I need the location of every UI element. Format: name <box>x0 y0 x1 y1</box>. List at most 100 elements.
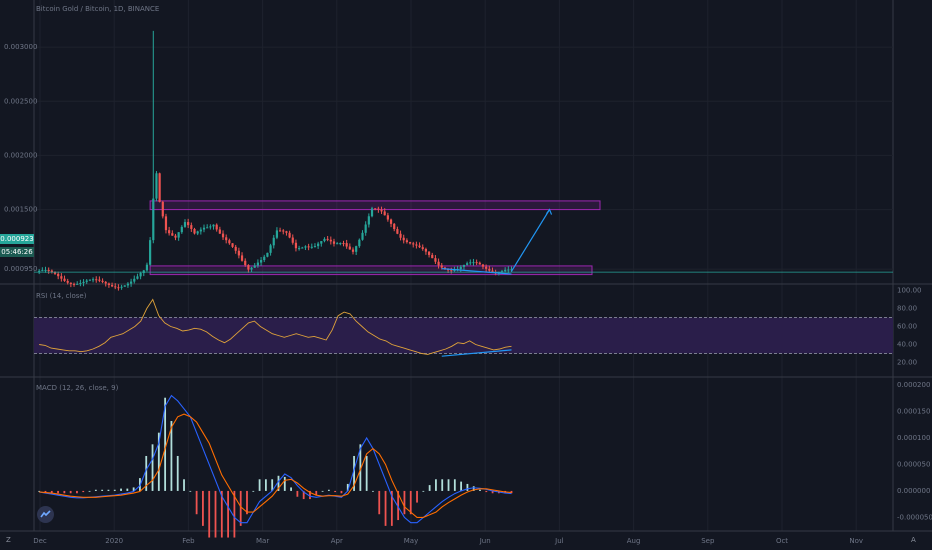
candle-body <box>332 241 336 244</box>
candle-body <box>326 238 329 240</box>
x-tick-label: Apr <box>331 537 343 545</box>
candle-body <box>317 243 320 247</box>
macd-histogram-bar <box>151 444 154 491</box>
macd-histogram-bar <box>220 490 223 538</box>
zoom-corner-icon[interactable]: Z <box>6 536 11 544</box>
candle-body <box>221 233 225 238</box>
candle-body <box>187 222 190 226</box>
rsi-tick-label: 100.00 <box>897 287 922 295</box>
candle-body <box>418 245 421 248</box>
candle-body <box>342 243 345 245</box>
macd-histogram-bar <box>346 483 349 491</box>
candle-body <box>488 268 491 271</box>
candle-body <box>405 240 408 243</box>
macd-histogram-bar <box>460 481 463 491</box>
candle-body <box>339 243 342 245</box>
macd-histogram-bar <box>227 490 230 538</box>
macd-histogram-bar <box>38 490 41 492</box>
macd-histogram-bar <box>327 489 330 491</box>
macd-histogram-bar <box>120 488 122 491</box>
candle-body <box>269 245 272 253</box>
candle-body <box>278 230 282 232</box>
candle-body <box>510 269 513 271</box>
macd-tick-label: 0.000100 <box>897 434 930 442</box>
rsi-tick-label: 60.00 <box>897 323 917 331</box>
candle-body <box>145 264 149 271</box>
x-tick-label: 2020 <box>105 537 123 545</box>
candle-body <box>164 216 168 231</box>
candle-body <box>358 239 361 247</box>
candle-body <box>355 246 358 252</box>
candle-body <box>247 265 250 270</box>
candle-body <box>174 235 177 238</box>
candle-body <box>336 243 339 245</box>
macd-histogram-bar <box>44 490 47 493</box>
candle-body <box>377 208 380 210</box>
candle-body <box>152 198 155 241</box>
macd-histogram-bar <box>195 490 198 515</box>
candle-body <box>212 224 215 227</box>
macd-histogram-bar <box>479 489 481 491</box>
macd-histogram-bar <box>50 490 53 494</box>
macd-histogram-bar <box>472 486 475 491</box>
macd-histogram-bar <box>296 490 299 497</box>
candle-body <box>256 262 259 266</box>
macd-histogram-bar <box>491 490 494 494</box>
candle-body <box>285 231 288 233</box>
rsi-pane-title: RSI (14, close) <box>36 292 87 300</box>
candle-body <box>266 252 269 257</box>
macd-histogram-bar <box>378 490 381 515</box>
candle-body <box>60 276 63 279</box>
candle-body <box>180 226 183 233</box>
macd-histogram-bar <box>233 490 236 538</box>
candle-body <box>294 242 298 249</box>
candle-body <box>475 262 478 264</box>
macd-tick-label: 0.000150 <box>897 407 930 415</box>
macd-histogram-bar <box>202 490 204 526</box>
candle-body <box>215 224 218 230</box>
candle-body <box>183 222 187 227</box>
macd-tick-label: 0.000000 <box>897 487 930 495</box>
candle-body <box>139 273 142 277</box>
auto-scale-button[interactable]: A <box>911 536 916 544</box>
last-price-tag: 0.000923 <box>0 234 34 244</box>
candle-body <box>123 285 126 287</box>
x-tick-label: Dec <box>33 537 47 545</box>
candle-body <box>415 244 418 246</box>
candle-body <box>98 279 101 281</box>
x-tick-label: Mar <box>256 537 269 545</box>
candle-body <box>234 246 237 251</box>
macd-histogram-bar <box>390 490 393 526</box>
candle-body <box>361 232 364 240</box>
candle-body <box>171 233 174 236</box>
candle-body <box>88 279 91 281</box>
candle-body <box>53 271 57 274</box>
candle-body <box>329 239 332 242</box>
rsi-line <box>39 298 512 355</box>
candle-body <box>149 240 152 265</box>
x-tick-label: Jun <box>479 537 491 545</box>
candle-body <box>177 232 180 238</box>
candle-body <box>478 262 481 265</box>
price-tick-label: 0.002500 <box>4 97 37 105</box>
rsi-band <box>34 317 893 354</box>
macd-histogram-bar <box>309 490 311 500</box>
macd-histogram-bar <box>57 490 59 494</box>
candle-body <box>82 281 85 284</box>
candle-body <box>504 269 507 272</box>
candle-body <box>126 283 130 286</box>
projection-arrow-head <box>546 208 553 215</box>
macd-line <box>39 394 512 524</box>
candle-body <box>63 278 66 281</box>
candle-body <box>288 232 291 238</box>
candle-body <box>91 279 95 281</box>
macd-histogram-bar <box>447 479 450 491</box>
x-tick-label: Oct <box>776 537 788 545</box>
candle-body <box>237 250 240 256</box>
candle-body <box>507 269 510 271</box>
macd-histogram-bar <box>252 490 255 492</box>
x-tick-label: Sep <box>701 537 715 545</box>
x-tick-label: Aug <box>627 537 641 545</box>
macd-histogram-bar <box>264 479 267 491</box>
